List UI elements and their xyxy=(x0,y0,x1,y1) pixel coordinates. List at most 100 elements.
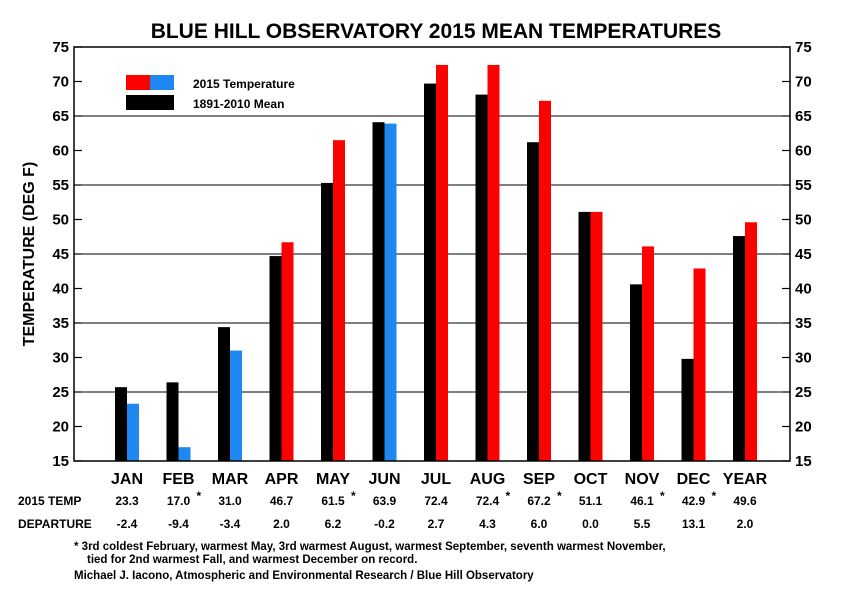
bar-2015-year xyxy=(745,222,757,461)
y-axis-ticks: 15 15 20 20 25 25 30 30 35 35 40 40 45 45 50 50 55 55 60 60… xyxy=(52,39,811,470)
departure-value: -2.4 xyxy=(117,517,138,531)
bar-mean-oct xyxy=(578,211,591,461)
category-label: JUN xyxy=(368,471,400,488)
departure-value: 0.0 xyxy=(582,517,599,531)
category-label: MAR xyxy=(212,471,249,488)
temp-value: 61.5 xyxy=(321,494,345,508)
y-tick-label-right: 60 xyxy=(795,143,812,160)
category-label: FEB xyxy=(163,471,195,488)
bar-2015-nov xyxy=(642,246,654,461)
bar-2015-jul xyxy=(436,64,448,461)
departure-value: 6.2 xyxy=(325,517,342,531)
temp-value: 46.1 xyxy=(630,494,654,508)
y-tick-label-right: 55 xyxy=(795,177,812,194)
footnote-line1: * 3rd coldest February, warmest May, 3rd… xyxy=(74,541,666,553)
y-tick-label-left: 30 xyxy=(52,350,69,367)
legend-swatch-blue xyxy=(150,75,174,90)
temp-value: 63.9 xyxy=(373,494,397,508)
y-tick-label-right: 50 xyxy=(795,212,812,229)
departure-value: 2.7 xyxy=(428,517,445,531)
temp-asterisk: * xyxy=(557,489,562,503)
legend-label-mean: 1891-2010 Mean xyxy=(193,97,284,111)
temp-row-label: 2015 TEMP xyxy=(18,494,81,508)
bar-mean-jan xyxy=(115,387,127,461)
y-tick-label-right: 45 xyxy=(795,246,812,263)
category-label: SEP xyxy=(523,471,555,488)
departure-value: 6.0 xyxy=(531,517,548,531)
category-labels: JAN FEB MAR APR MAY JUN JUL AUG SEP OCT NOV DEC YEAR xyxy=(111,471,768,488)
y-tick-label-left: 25 xyxy=(52,384,69,401)
bar-mean-apr xyxy=(269,256,282,461)
y-tick-label-left: 75 xyxy=(52,39,69,56)
temp-value: 23.3 xyxy=(115,494,139,508)
bar-2015-oct xyxy=(590,211,603,461)
y-tick-label-left: 55 xyxy=(52,177,69,194)
y-tick-label-left: 15 xyxy=(52,453,69,470)
departure-row-label: DEPARTURE xyxy=(18,517,92,531)
temp-value: 67.2 xyxy=(527,494,551,508)
y-tick-label-left: 70 xyxy=(52,74,69,91)
y-tick-label-right: 30 xyxy=(795,350,812,367)
bar-mean-nov xyxy=(630,284,642,461)
category-label: AUG xyxy=(470,471,506,488)
category-label: JAN xyxy=(111,471,143,488)
bar-2015-feb xyxy=(178,447,191,461)
departure-value: 2.0 xyxy=(737,517,754,531)
temp-value: 31.0 xyxy=(218,494,242,508)
temp-asterisk: * xyxy=(197,489,202,503)
y-tick-label-right: 65 xyxy=(795,108,812,125)
credit-line: Michael J. Iacono, Atmospheric and Envir… xyxy=(74,570,534,582)
category-label: DEC xyxy=(677,471,711,488)
chart-title: BLUE HILL OBSERVATORY 2015 MEAN TEMPERAT… xyxy=(151,20,722,43)
departure-value: -0.2 xyxy=(374,517,395,531)
bar-mean-aug xyxy=(475,94,488,462)
temp-value: 72.4 xyxy=(424,494,448,508)
bar-2015-sep xyxy=(539,100,551,461)
y-tick-label-right: 20 xyxy=(795,419,812,436)
departure-value: 5.5 xyxy=(634,517,651,531)
bar-mean-mar xyxy=(218,327,230,461)
bar-mean-jun xyxy=(372,122,385,462)
temp-asterisk: * xyxy=(506,489,511,503)
bar-2015-mar xyxy=(230,350,242,461)
y-tick-label-right: 25 xyxy=(795,384,812,401)
footnote-line2: tied for 2nd warmest Fall, and warmest D… xyxy=(87,554,418,566)
temp-asterisk: * xyxy=(351,489,356,503)
bar-mean-may xyxy=(321,182,333,461)
bar-mean-jul xyxy=(424,83,436,461)
temp-value: 46.7 xyxy=(270,494,294,508)
temp-value: 49.6 xyxy=(733,494,757,508)
y-axis-label: TEMPERATURE (DEG F) xyxy=(21,162,38,347)
legend-label-2015: 2015 Temperature xyxy=(193,77,295,91)
category-label: YEAR xyxy=(723,471,768,488)
bar-2015-jun xyxy=(384,123,397,461)
bar-mean-year xyxy=(733,236,745,461)
category-label: JUL xyxy=(421,471,451,488)
category-label: APR xyxy=(265,471,299,488)
temp-asterisk: * xyxy=(660,489,665,503)
category-label: OCT xyxy=(574,471,608,488)
bar-2015-dec xyxy=(693,268,706,461)
bar-mean-dec xyxy=(681,358,694,461)
y-tick-label-right: 35 xyxy=(795,315,812,332)
departure-value: 4.3 xyxy=(479,517,496,531)
departure-value: 2.0 xyxy=(273,517,290,531)
y-tick-label-left: 40 xyxy=(52,281,69,298)
y-tick-label-left: 60 xyxy=(52,143,69,160)
bar-2015-aug xyxy=(487,64,500,461)
bar-2015-jan xyxy=(127,403,139,461)
legend-swatch-red xyxy=(126,75,150,90)
y-tick-label-left: 50 xyxy=(52,212,69,229)
bar-mean-feb xyxy=(166,382,179,461)
y-tick-label-right: 75 xyxy=(795,39,812,56)
y-tick-label-left: 20 xyxy=(52,419,69,436)
temp-asterisk: * xyxy=(712,489,717,503)
bars xyxy=(115,64,757,462)
temp-value: 17.0 xyxy=(167,494,191,508)
y-tick-label-left: 65 xyxy=(52,108,69,125)
category-label: NOV xyxy=(625,471,660,488)
legend: 2015 Temperature 1891-2010 Mean xyxy=(126,75,295,111)
temp-value: 51.1 xyxy=(579,494,603,508)
y-tick-label-right: 40 xyxy=(795,281,812,298)
